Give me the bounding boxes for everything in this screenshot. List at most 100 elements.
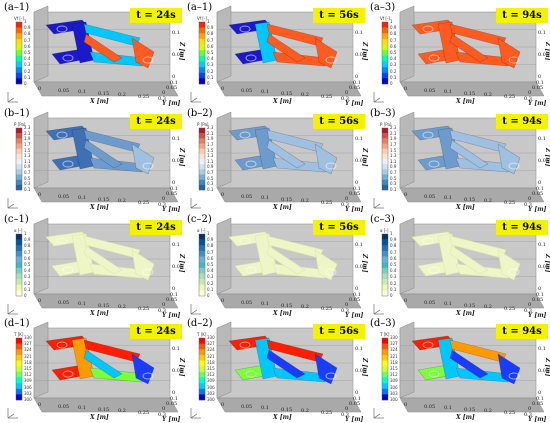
colorbar-swatch: [199, 343, 205, 350]
colorbar-title: P [Pa]: [197, 122, 209, 127]
box-floor: [399, 81, 545, 97]
panel-render: [373, 217, 545, 315]
colorbar-swatch: [199, 388, 205, 395]
bracket-armDiag: [83, 139, 123, 169]
bracket-tip: [314, 143, 338, 175]
colorbar-tick-label: 0.5: [24, 50, 31, 55]
time-badge: t = 56s: [313, 324, 365, 339]
colorbar-title: P [Pa]: [380, 122, 392, 127]
z-axis-title: Z [m]: [178, 358, 185, 377]
colorbar-tick-label: 0.7: [24, 37, 31, 43]
z-axis-title: Z [m]: [544, 358, 550, 377]
colorbar-tick-label: 0: [207, 81, 210, 86]
colorbar-swatch: [16, 55, 22, 62]
y-axis-title: Y [m]: [162, 100, 181, 107]
colorbar-swatch: [382, 22, 388, 28]
y-tick-label: 0.05: [349, 191, 361, 197]
colorbar-tick-label: 0.9: [24, 25, 31, 31]
colorbar-swatch: [16, 256, 22, 263]
colorbar-tick-label: 315: [24, 366, 32, 371]
x-tick-label: 0.25: [138, 200, 150, 206]
colorbar-tick-label: 1.1: [390, 158, 397, 164]
bracket-hole: [325, 268, 337, 276]
colorbar-swatch: [382, 38, 388, 45]
colorbar-tick-label: 315: [207, 366, 215, 371]
colorbar-tick-label: 324: [207, 347, 215, 353]
x-tick-label: 0: [38, 192, 42, 198]
x-tick-label: 0.3: [341, 201, 349, 208]
colorbar-title: α [-]: [380, 228, 389, 233]
colorbar-swatch: [16, 67, 22, 73]
box-floor: [399, 397, 545, 413]
bracket-hole: [422, 131, 434, 139]
colorbar-swatch: [199, 279, 205, 285]
x-tick-label: 0.25: [321, 200, 333, 206]
colorbar-swatch: [382, 148, 388, 155]
colorbar-swatch: [382, 55, 388, 62]
colorbar-frame: [15, 21, 23, 85]
colorbar-tick-label: 0.7: [207, 37, 214, 43]
x-tick-label: 0.25: [138, 410, 150, 416]
x-tick-label: 0.3: [341, 411, 349, 418]
colorbar-tick-label: 0: [24, 293, 27, 298]
z-axis-title: Z [m]: [361, 148, 368, 167]
z-axis-title: Z [m]: [178, 42, 185, 61]
colorbar-swatch: [16, 72, 22, 79]
colorbar-swatch: [199, 256, 205, 263]
colorbar-tick-label: 0: [24, 81, 27, 86]
bracket-tip: [131, 353, 155, 385]
bracket-armDiag: [266, 349, 306, 379]
x-tick-label: 0.1: [444, 405, 452, 412]
colorbar-tick-label: 0.8: [207, 243, 214, 249]
colorbar-swatch: [16, 44, 22, 51]
colorbar-tick-label: 1: [390, 19, 393, 24]
x-tick-label: 0.3: [341, 95, 349, 102]
axis-triad-icon: [373, 408, 384, 419]
axis-triad-icon: [373, 304, 384, 315]
colorbar-swatch: [16, 245, 22, 252]
colorbar-tick-label: 1.7: [207, 141, 214, 147]
bracket-armDiag: [449, 33, 489, 63]
colorbar-tick-label: 318: [24, 359, 32, 365]
colorbar-swatch: [199, 360, 205, 367]
y-tick-label: 0.1: [536, 292, 544, 298]
colorbar-tick-label: 309: [24, 378, 32, 384]
panel-label: (c–2): [187, 214, 212, 225]
colorbar-title: Vf [-]: [380, 16, 390, 21]
z-tick-label: 0.1: [172, 30, 180, 36]
bracket-armDiag: [449, 349, 489, 379]
x-axis-title: X [m]: [90, 414, 109, 421]
bracket-hole: [245, 266, 257, 274]
colorbar-swatch: [199, 67, 205, 73]
box-floor: [399, 293, 545, 309]
bracket-hole: [56, 25, 68, 33]
colorbar-tick-label: 0.1: [390, 74, 397, 80]
bracket-hole: [62, 266, 74, 274]
box-side-wall: [33, 5, 49, 83]
y-tick-label: 0.05: [532, 85, 544, 91]
colorbar-swatch: [382, 169, 388, 175]
colorbar-tick-label: 312: [390, 372, 398, 378]
colorbar-swatch: [16, 128, 22, 134]
colorbar-tick-label: 0.7: [390, 170, 397, 176]
x-tick-label: 0.25: [321, 410, 333, 416]
colorbar-tick-label: 1.1: [24, 158, 31, 164]
colorbar-swatch: [382, 72, 388, 79]
colorbar-swatch: [199, 267, 205, 274]
colorbar-frame: [381, 233, 389, 297]
colorbar-swatch: [16, 179, 22, 186]
panel-a-1: (a–1) t = 24s Vf [-] 1 0.9 0.8 0.7 0.6 0.5 0.4 0.3…: [2, 2, 185, 107]
colorbar-swatch: [382, 128, 388, 134]
box-side-wall: [33, 217, 49, 295]
bracket-hole: [142, 268, 154, 276]
box-side-wall: [216, 321, 232, 399]
bracket-armDiag: [266, 33, 306, 63]
colorbar-tick-label: 0.3: [24, 181, 31, 187]
colorbar-tick-label: 0.3: [207, 62, 214, 68]
y-tick-label: 0: [345, 302, 349, 308]
bracket-armDiag: [83, 33, 123, 63]
colorbar-tick-label: 312: [24, 372, 32, 378]
colorbar-swatch: [199, 234, 205, 240]
bracket-hole: [422, 25, 434, 33]
colorbar-tick-label: 2.3: [207, 125, 214, 130]
